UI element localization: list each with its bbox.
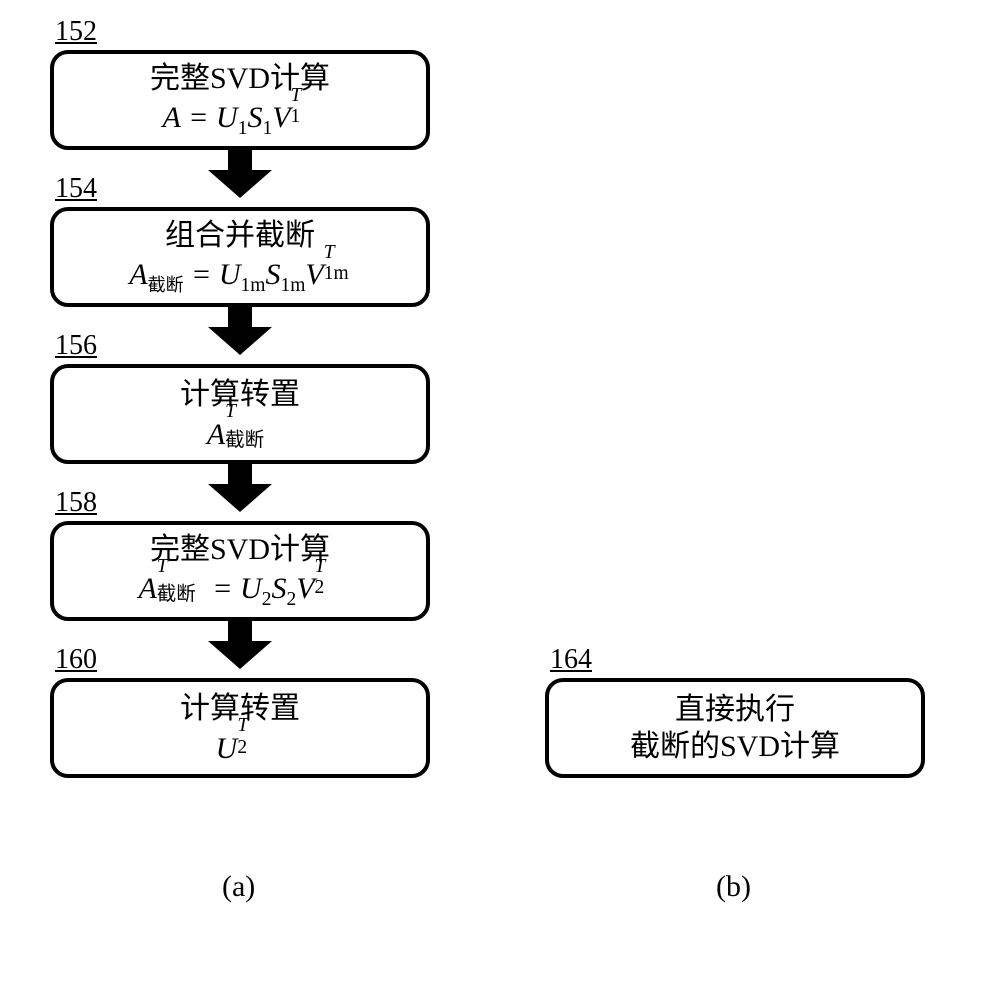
ref-152: 152	[55, 16, 97, 48]
box-158: 完整SVD计算 AT截断 = U2S2VT2	[50, 521, 430, 621]
box-152-title: 完整SVD计算	[150, 60, 330, 98]
box-164-line1: 直接执行	[675, 691, 795, 729]
ref-154: 154	[55, 173, 97, 205]
box-158-title: 完整SVD计算	[150, 531, 330, 569]
box-160: 计算转置 UT2	[50, 678, 430, 778]
box-160-formula: UT2	[216, 728, 265, 766]
panel-label-b: (b)	[716, 870, 751, 904]
arrow-152-154	[200, 150, 280, 198]
box-154-formula: A截断 = U1mS1mVT1m	[129, 254, 350, 297]
ref-160: 160	[55, 644, 97, 676]
arrow-154-156	[200, 307, 280, 355]
ref-158: 158	[55, 487, 97, 519]
box-156-formula: AT截断	[207, 414, 273, 452]
box-154: 组合并截断 A截断 = U1mS1mVT1m	[50, 207, 430, 307]
box-152-formula: A = U1S1VT1	[162, 97, 317, 140]
arrow-156-158	[200, 464, 280, 512]
box-154-title: 组合并截断	[165, 217, 315, 255]
box-152: 完整SVD计算 A = U1S1VT1	[50, 50, 430, 150]
arrow-158-160	[200, 621, 280, 669]
ref-156: 156	[55, 330, 97, 362]
box-156-title: 计算转置	[180, 376, 300, 414]
box-164-line2: 截断的SVD计算	[630, 728, 840, 766]
box-164: 直接执行 截断的SVD计算	[545, 678, 925, 778]
panel-label-a: (a)	[222, 870, 255, 904]
ref-164: 164	[550, 644, 592, 676]
box-156: 计算转置 AT截断	[50, 364, 430, 464]
box-158-formula: AT截断 = U2S2VT2	[138, 568, 341, 611]
